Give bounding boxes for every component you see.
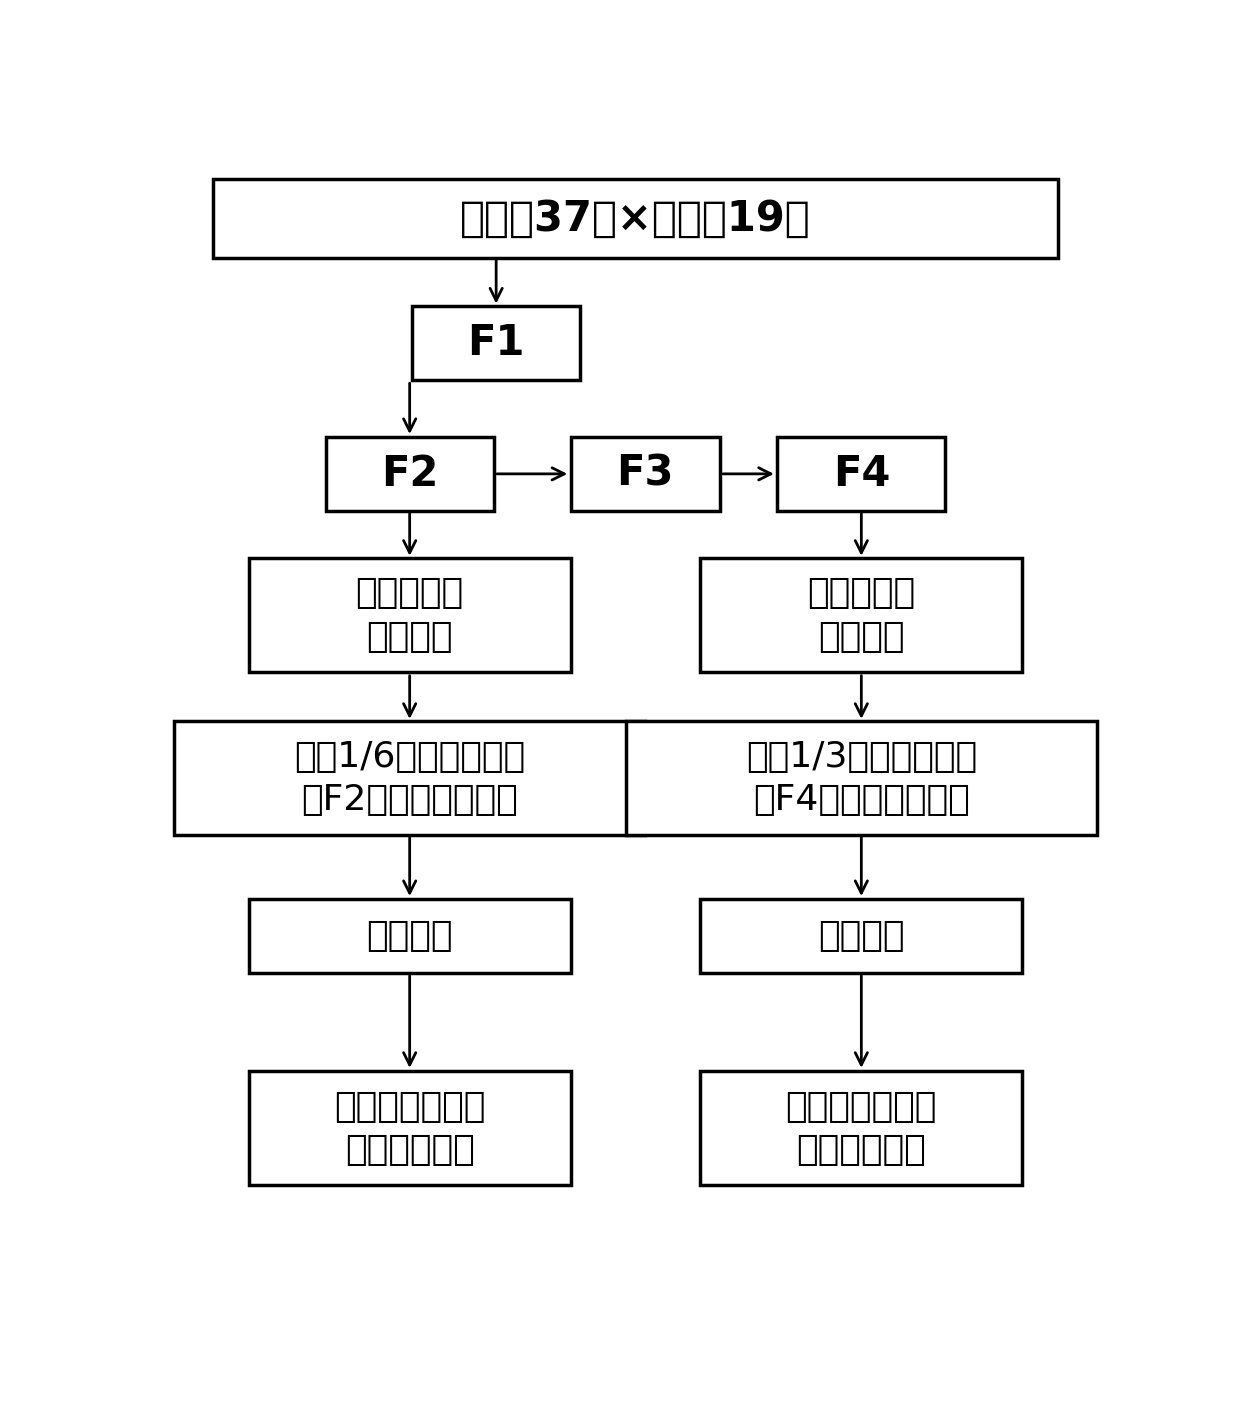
Bar bbox=[174, 722, 645, 836]
Bar bbox=[570, 436, 719, 511]
Bar bbox=[213, 179, 1058, 257]
Text: 选择1/6的单株个体构
建F2早熟性选择群体: 选择1/6的单株个体构 建F2早熟性选择群体 bbox=[294, 740, 526, 818]
Text: 鉴定分子标
记基因型: 鉴定分子标 记基因型 bbox=[356, 576, 464, 654]
Text: 初步确定早熟性
相关分子标记: 初步确定早熟性 相关分子标记 bbox=[334, 1090, 485, 1168]
Bar bbox=[249, 1072, 570, 1186]
Bar bbox=[249, 899, 570, 973]
Bar bbox=[701, 1072, 1022, 1186]
Text: 卡方检验: 卡方检验 bbox=[366, 919, 453, 953]
Bar bbox=[701, 558, 1022, 672]
Text: F4: F4 bbox=[832, 453, 890, 494]
Bar bbox=[626, 722, 1096, 836]
Bar bbox=[701, 899, 1022, 973]
Text: F3: F3 bbox=[616, 453, 673, 494]
Text: F1: F1 bbox=[467, 322, 525, 364]
Text: 鉴定分子标
记基因型: 鉴定分子标 记基因型 bbox=[807, 576, 915, 654]
Text: F2: F2 bbox=[381, 453, 439, 494]
Bar bbox=[412, 306, 580, 380]
Bar bbox=[249, 558, 570, 672]
Text: 鲁棉研37号×鲁棉研19号: 鲁棉研37号×鲁棉研19号 bbox=[460, 198, 811, 240]
Text: 最终确定早熟性
相关分子标记: 最终确定早熟性 相关分子标记 bbox=[786, 1090, 937, 1168]
Text: 卡方检验: 卡方检验 bbox=[818, 919, 905, 953]
Text: 选择1/3的单株个体构
建F4早熟性选择群体: 选择1/3的单株个体构 建F4早熟性选择群体 bbox=[745, 740, 977, 818]
Bar bbox=[777, 436, 945, 511]
Bar bbox=[326, 436, 494, 511]
